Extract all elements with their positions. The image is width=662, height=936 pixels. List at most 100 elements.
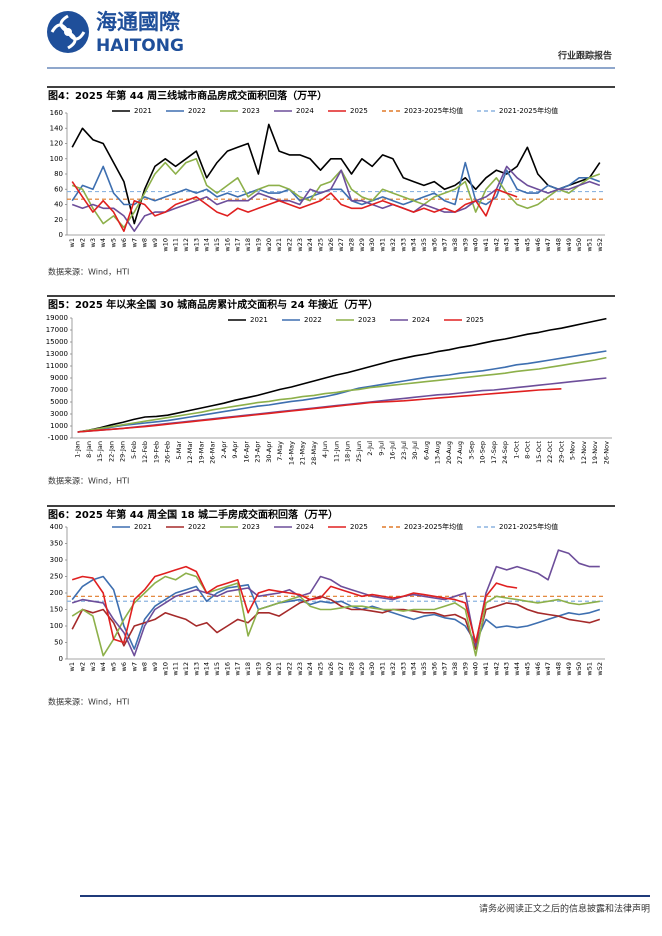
x-tick-label: w39 (461, 238, 469, 252)
x-tick-label: w16 (223, 238, 231, 252)
x-tick-label: 15-Oct (535, 441, 543, 463)
x-tick-label: 7-May (276, 441, 284, 461)
x-tick-label: w45 (523, 662, 531, 676)
series-line (71, 161, 601, 206)
x-tick-label: w28 (348, 238, 356, 252)
x-tick-label: 2-Jul (366, 441, 374, 456)
x-tick-label: w1 (68, 662, 76, 671)
x-tick-label: 29-Oct (557, 441, 565, 463)
x-tick-label: w50 (575, 662, 583, 676)
x-tick-label: w46 (534, 662, 542, 676)
x-tick-label: w37 (441, 662, 449, 676)
x-tick-label: w25 (316, 238, 324, 252)
x-tick-label: 23-Jul (400, 441, 408, 460)
x-tick-label: w7 (130, 662, 138, 671)
x-tick-label: w4 (99, 238, 107, 247)
x-tick-label: w3 (89, 662, 97, 671)
x-tick-label: 8-Oct (524, 441, 532, 459)
x-tick-label: w31 (379, 662, 387, 676)
y-tick-label: 160 (50, 109, 63, 117)
legend-label: 2021-2025年均值 (499, 522, 558, 531)
source-note: 数据来源：Wind，HTI (48, 476, 129, 486)
y-tick-label: -1000 (48, 434, 68, 442)
y-tick-label: 120 (50, 140, 63, 148)
y-tick-label: 250 (50, 573, 63, 581)
x-tick-label: w35 (420, 662, 428, 676)
x-tick-label: w2 (79, 238, 87, 247)
legend-label: 2022 (188, 523, 206, 531)
x-tick-label: w6 (120, 238, 128, 247)
x-tick-label: w14 (203, 662, 211, 676)
figure-title: 图4：2025 年第 44 周三线城市商品房成交面积回落（万平） (48, 89, 327, 102)
x-tick-label: w9 (151, 238, 159, 247)
legend-label: 2021-2025年均值 (499, 106, 558, 115)
x-tick-label: w19 (254, 238, 262, 252)
x-tick-label: w21 (275, 662, 283, 676)
x-tick-label: 5-Mar (175, 441, 183, 460)
y-tick-label: 50 (54, 639, 63, 647)
x-tick-label: w41 (482, 238, 490, 252)
x-tick-label: w27 (337, 662, 345, 676)
legend-label: 2023 (358, 316, 376, 324)
report-type: 行业跟踪报告 (557, 50, 612, 62)
x-tick-label: w26 (327, 662, 335, 676)
figure-title: 图6：2025 年第 44 周全国 18 城二手房成交面积回落（万平） (48, 508, 338, 521)
series-line (71, 565, 518, 644)
y-tick-label: 150 (50, 606, 63, 614)
series-line (71, 595, 601, 650)
y-tick-label: 3000 (50, 410, 68, 418)
x-tick-label: w18 (244, 662, 252, 676)
x-tick-label: w26 (327, 238, 335, 252)
x-tick-label: w15 (213, 662, 221, 676)
x-tick-label: 23-Apr (254, 441, 262, 463)
x-tick-label: 24-Sep (501, 441, 509, 464)
y-tick-label: 15000 (46, 338, 68, 346)
x-tick-label: 28-May (310, 441, 318, 465)
x-tick-label: w21 (275, 238, 283, 252)
x-tick-label: w52 (596, 662, 604, 676)
x-tick-label: 30-Jul (411, 441, 419, 460)
x-tick-label: w41 (482, 662, 490, 676)
series-line (77, 317, 607, 433)
x-tick-label: w44 (513, 238, 521, 252)
y-tick-label: 0 (59, 655, 63, 663)
x-tick-label: w37 (441, 238, 449, 252)
x-tick-label: w11 (172, 238, 180, 252)
x-tick-label: 9-Apr (231, 441, 239, 459)
x-tick-label: w50 (575, 238, 583, 252)
y-tick-label: 60 (54, 185, 63, 193)
x-tick-label: w9 (151, 662, 159, 671)
x-tick-label: w32 (389, 238, 397, 252)
x-tick-label: 16-Jul (389, 441, 397, 460)
y-tick-label: 350 (50, 540, 63, 548)
legend-label: 2021 (250, 316, 268, 324)
y-tick-label: 40 (54, 201, 63, 209)
x-tick-label: w48 (554, 238, 562, 252)
disclaimer: 请务必阅读正文之后的信息披露和法律声明 (479, 903, 650, 915)
y-tick-label: 100 (50, 622, 63, 630)
x-tick-label: w13 (192, 662, 200, 676)
series-line (71, 165, 601, 232)
y-tick-label: 9000 (50, 374, 68, 382)
x-tick-label: w3 (89, 238, 97, 247)
y-tick-label: 100 (50, 155, 63, 163)
x-tick-label: w10 (161, 662, 169, 676)
x-tick-label: 19-Nov (591, 441, 599, 464)
legend-label: 2023-2025年均值 (404, 522, 463, 531)
x-tick-label: w34 (410, 238, 418, 252)
x-tick-label: w11 (172, 662, 180, 676)
x-tick-label: 12-Nov (580, 441, 588, 464)
legend-label: 2023 (242, 107, 260, 115)
y-tick-label: 7000 (50, 386, 68, 394)
x-tick-label: w14 (203, 238, 211, 252)
x-tick-label: w7 (130, 238, 138, 247)
x-tick-label: w51 (585, 238, 593, 252)
figure-title: 图5：2025 年以来全国 30 城商品房累计成交面积与 24 年接近（万平） (48, 298, 378, 311)
x-tick-label: 14-May (287, 441, 295, 465)
x-tick-label: w38 (451, 662, 459, 676)
x-tick-label: w47 (544, 662, 552, 676)
x-tick-label: w10 (161, 238, 169, 252)
x-tick-label: w49 (565, 238, 573, 252)
